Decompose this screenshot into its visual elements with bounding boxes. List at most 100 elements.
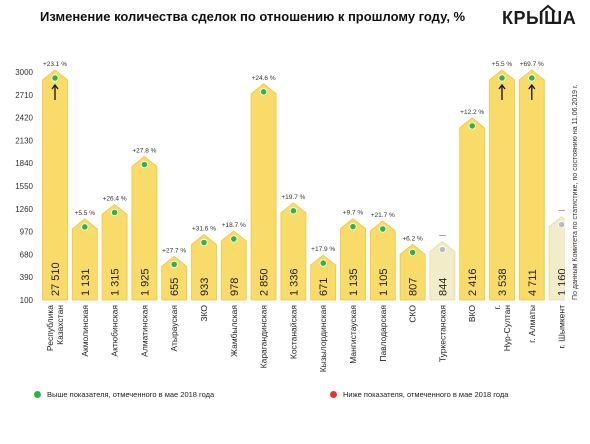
category-label: Костанайская [288, 305, 298, 360]
value-label: 1 925 [139, 268, 151, 296]
bar-marker [200, 238, 208, 247]
bar-marker [289, 207, 297, 215]
y-tick-label: 1840 [15, 159, 33, 168]
value-label: 671 [318, 278, 330, 296]
change-label: +27.7 % [162, 247, 186, 254]
bar [220, 230, 247, 301]
bar-marker [259, 88, 268, 96]
change-label: +21.7 % [371, 212, 395, 219]
y-tick-label: 680 [20, 250, 34, 259]
bar [42, 69, 68, 301]
category-label: Туркестанская [437, 305, 447, 362]
y-tick-label: 1260 [15, 205, 33, 214]
bar-marker [468, 122, 476, 130]
value-label: 807 [408, 278, 420, 296]
value-label: 1 105 [378, 268, 390, 296]
value-label: 1 336 [288, 268, 300, 296]
y-tick-label: 1550 [15, 182, 33, 191]
bar [131, 156, 158, 301]
category-label: Казахстан [55, 305, 65, 345]
y-tick-label: 100 [20, 296, 34, 305]
change-label: +9.7 % [343, 210, 364, 217]
bar-marker [81, 223, 89, 231]
change-label: +19.7 % [281, 194, 305, 201]
value-label: 1 315 [110, 268, 122, 296]
bar [280, 202, 307, 301]
bar [518, 69, 545, 301]
change-label: +18.7 % [222, 222, 246, 229]
value-label: 844 [437, 278, 449, 296]
bar [459, 117, 486, 301]
change-label: — [439, 233, 446, 240]
chart-title: Изменение количества сделок по отношению… [40, 9, 466, 24]
bar-marker [111, 208, 119, 217]
value-label: 933 [199, 278, 211, 296]
value-label: 4 711 [527, 269, 539, 296]
exceeds-arrow-head [498, 83, 506, 90]
change-label: +26.4 % [103, 195, 127, 202]
bar-marker [230, 235, 238, 243]
bar-marker [170, 260, 178, 268]
source-note: По данным Комитета по статистике, по сос… [572, 84, 579, 300]
category-label: Карагандинская [259, 305, 269, 369]
legend-above-marker [34, 391, 41, 398]
bar-marker [140, 160, 148, 169]
change-label: +24.6 % [252, 75, 276, 82]
category-label: Нур-Султан [502, 305, 512, 352]
value-label: 2 850 [259, 268, 271, 296]
y-tick-label: 2130 [15, 136, 33, 145]
category-label: г. Шымкент [557, 305, 565, 349]
bar-chart: 3000 2710 2420 2130 1840 1550 1260 970 680 390 100… [15, 61, 565, 373]
value-label: 978 [229, 278, 241, 296]
category-label: Мангистауская [348, 305, 358, 364]
legend-above: Выше показателя, отмеченного в мае 2018 … [34, 390, 214, 399]
bar [369, 220, 396, 301]
category-label: Актюбинская [110, 305, 120, 357]
bar [548, 216, 565, 301]
category-label: Алматинская [139, 305, 149, 357]
y-tick-label: 970 [20, 228, 34, 237]
category-label: Атырауская [169, 305, 179, 352]
change-label: — [558, 208, 565, 215]
bar [250, 83, 277, 301]
legend-below-marker [330, 391, 337, 398]
value-label: 1 131 [80, 268, 92, 296]
category-label: Акмолинская [80, 305, 90, 357]
bar-marker [51, 74, 59, 82]
value-label: 2 416 [467, 268, 479, 296]
category-label: г. [492, 305, 502, 309]
category-label: Жамбылская [229, 305, 239, 357]
y-tick-label: 2710 [15, 91, 33, 100]
change-label: +5.5 % [492, 61, 513, 68]
change-label: +27.8 % [132, 148, 156, 155]
bar [101, 203, 128, 301]
value-label: 27 510 [50, 262, 62, 296]
exceeds-arrow-head [528, 83, 536, 90]
bar-marker [408, 248, 417, 257]
y-tick-label: 3000 [15, 68, 33, 77]
change-label: +23.1 % [43, 61, 67, 68]
bar-marker [349, 223, 357, 231]
category-label: г. Алматы [527, 305, 537, 343]
y-tick-label: 2420 [15, 114, 33, 123]
legend-below: Ниже показателя, отмеченного в мае 2018 … [330, 390, 508, 399]
y-tick-label: 390 [20, 273, 34, 282]
bar [191, 233, 217, 301]
bar-marker [558, 221, 565, 229]
category-label: Республика [45, 305, 55, 351]
bar [71, 218, 98, 301]
bar [310, 254, 337, 301]
category-label: Кызылординская [318, 305, 328, 373]
category-label: ЗКО [199, 305, 209, 322]
bar [161, 255, 188, 301]
legend-below-label: Ниже показателя, отмеченного в мае 2018 … [343, 390, 509, 399]
category-label: СКО [408, 305, 418, 323]
bar [429, 240, 456, 301]
bar [489, 69, 515, 301]
bar-marker [438, 245, 446, 254]
brand-logo: КРЫША [502, 8, 577, 28]
bar-marker [319, 259, 327, 267]
exceeds-arrow-head [51, 83, 59, 90]
value-label: 1 135 [348, 268, 360, 296]
change-label: +17.9 % [311, 246, 335, 253]
